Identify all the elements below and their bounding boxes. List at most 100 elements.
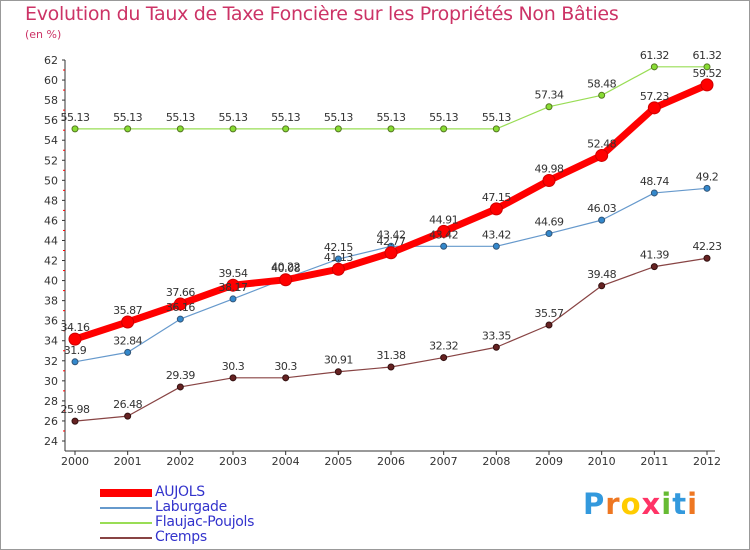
data-point-aujols <box>700 78 714 92</box>
y-tick-label: 24 <box>44 435 58 448</box>
y-tick-label: 52 <box>44 154 58 167</box>
data-label-laburgade: 46.03 <box>587 202 616 215</box>
data-label-cremps: 31.38 <box>377 349 406 362</box>
data-point-cremps <box>71 417 79 425</box>
data-label-laburgade: 31.9 <box>64 344 87 357</box>
x-tick-label: 2009 <box>535 455 563 468</box>
legend-label-aujols: AUJOLS <box>155 484 205 500</box>
data-point-laburgade <box>545 230 553 238</box>
data-label-flaujac-poujols: 55.13 <box>377 111 406 124</box>
data-label-laburgade: 44.69 <box>535 216 564 229</box>
data-point-laburgade <box>598 216 606 224</box>
data-point-flaujac-poujols <box>387 125 395 133</box>
legend-label-laburgade: Laburgade <box>155 499 227 515</box>
data-point-cremps <box>176 383 184 391</box>
data-point-flaujac-poujols <box>176 125 184 133</box>
data-point-laburgade <box>492 242 500 250</box>
data-point-aujols <box>68 332 82 346</box>
logo-letter: o <box>620 487 642 521</box>
data-label-cremps: 39.48 <box>587 268 616 281</box>
data-point-aujols <box>647 101 661 115</box>
x-tick-label: 2001 <box>114 455 142 468</box>
data-point-cremps <box>229 374 237 382</box>
x-tick-label: 2003 <box>219 455 247 468</box>
data-point-flaujac-poujols <box>229 125 237 133</box>
x-tick-label: 2000 <box>61 455 89 468</box>
data-label-laburgade: 36.16 <box>166 301 195 314</box>
data-label-flaujac-poujols: 55.13 <box>113 111 142 124</box>
data-point-aujols <box>384 246 398 260</box>
data-point-laburgade <box>650 189 658 197</box>
data-label-flaujac-poujols: 55.13 <box>61 111 90 124</box>
y-tick-label: 36 <box>44 315 58 328</box>
data-label-aujols: 40.08 <box>271 262 300 275</box>
data-point-flaujac-poujols <box>282 125 290 133</box>
x-tick-label: 2010 <box>588 455 616 468</box>
data-label-cremps: 25.98 <box>61 403 90 416</box>
data-point-laburgade <box>124 348 132 356</box>
legend-swatch-aujols <box>100 485 152 500</box>
y-tick-label: 26 <box>44 415 58 428</box>
y-tick-label: 58 <box>44 94 58 107</box>
data-label-aujols: 39.54 <box>219 267 248 280</box>
data-point-flaujac-poujols <box>71 125 79 133</box>
data-label-aujols: 59.52 <box>693 67 722 80</box>
y-tick-label: 50 <box>44 174 58 187</box>
data-point-laburgade <box>176 315 184 323</box>
data-point-flaujac-poujols <box>598 91 606 99</box>
data-point-aujols <box>437 224 451 238</box>
y-tick-label: 62 <box>44 54 58 67</box>
y-tick-label: 48 <box>44 194 58 207</box>
data-label-laburgade: 43.42 <box>377 228 406 241</box>
legend-swatch-flaujac-poujols <box>100 515 152 530</box>
y-tick-label: 56 <box>44 114 58 127</box>
data-label-cremps: 26.48 <box>113 398 142 411</box>
x-tick-label: 2004 <box>272 455 300 468</box>
data-label-cremps: 35.57 <box>535 307 564 320</box>
data-point-aujols <box>595 148 609 162</box>
data-label-flaujac-poujols: 55.13 <box>324 111 353 124</box>
y-tick-label: 30 <box>44 375 58 388</box>
data-label-flaujac-poujols: 55.13 <box>271 111 300 124</box>
data-label-laburgade: 32.84 <box>113 334 142 347</box>
chart-title: Evolution du Taux de Taxe Foncière sur l… <box>25 3 619 25</box>
data-point-cremps <box>124 412 132 420</box>
legend-swatch-laburgade <box>100 500 152 515</box>
data-point-flaujac-poujols <box>650 63 658 71</box>
logo-letter: x <box>641 487 662 521</box>
data-label-cremps: 32.32 <box>429 340 458 353</box>
data-label-aujols: 41.13 <box>324 251 353 264</box>
data-label-flaujac-poujols: 55.13 <box>482 111 511 124</box>
data-label-aujols: 57.23 <box>640 90 669 103</box>
data-label-cremps: 42.23 <box>693 240 722 253</box>
legend-label-cremps: Cremps <box>155 529 207 545</box>
y-tick-label: 34 <box>44 335 58 348</box>
y-tick-label: 40 <box>44 275 58 288</box>
x-tick-label: 2002 <box>166 455 194 468</box>
data-label-laburgade: 43.42 <box>429 228 458 241</box>
data-point-aujols <box>331 262 345 276</box>
x-tick-label: 2007 <box>430 455 458 468</box>
data-point-laburgade <box>71 358 79 366</box>
data-point-cremps <box>440 354 448 362</box>
data-label-cremps: 29.39 <box>166 369 195 382</box>
y-tick-label: 32 <box>44 355 58 368</box>
data-label-flaujac-poujols: 55.13 <box>166 111 195 124</box>
data-label-cremps: 33.35 <box>482 329 511 342</box>
y-tick-label: 38 <box>44 295 58 308</box>
data-point-cremps <box>492 343 500 351</box>
data-label-laburgade: 40.22 <box>271 260 300 273</box>
y-tick-label: 46 <box>44 214 58 227</box>
data-point-laburgade <box>440 242 448 250</box>
data-label-laburgade: 43.42 <box>482 228 511 241</box>
data-label-flaujac-poujols: 57.34 <box>535 89 564 102</box>
data-label-aujols: 34.16 <box>61 321 90 334</box>
logo-letter: i <box>687 487 699 521</box>
data-point-flaujac-poujols <box>703 63 711 71</box>
x-tick-label: 2011 <box>640 455 668 468</box>
data-point-aujols <box>226 278 240 292</box>
data-point-cremps <box>598 282 606 290</box>
logo-letter: i <box>661 487 673 521</box>
